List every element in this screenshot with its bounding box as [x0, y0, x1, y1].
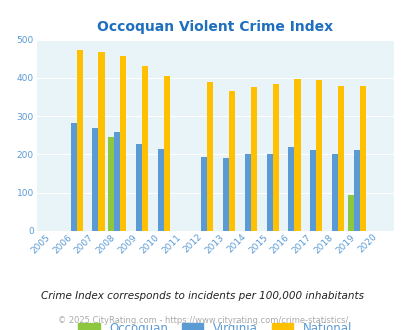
Bar: [228, 90, 234, 231]
Legend: Occoquan, Virginia, National: Occoquan, Virginia, National: [73, 317, 356, 330]
Bar: [337, 85, 343, 231]
Bar: [157, 149, 163, 231]
Bar: [347, 195, 353, 231]
Bar: [108, 137, 114, 231]
Text: Crime Index corresponds to incidents per 100,000 inhabitants: Crime Index corresponds to incidents per…: [41, 291, 364, 301]
Bar: [201, 157, 207, 231]
Bar: [120, 56, 126, 231]
Bar: [294, 79, 300, 231]
Bar: [331, 154, 337, 231]
Bar: [309, 150, 315, 231]
Bar: [244, 154, 250, 231]
Bar: [207, 82, 213, 231]
Bar: [359, 85, 365, 231]
Bar: [222, 158, 228, 231]
Bar: [315, 80, 322, 231]
Bar: [288, 147, 294, 231]
Bar: [266, 154, 272, 231]
Bar: [77, 50, 83, 231]
Bar: [250, 87, 256, 231]
Title: Occoquan Violent Crime Index: Occoquan Violent Crime Index: [97, 20, 333, 34]
Bar: [92, 128, 98, 231]
Bar: [98, 52, 104, 231]
Bar: [353, 150, 359, 231]
Bar: [70, 123, 77, 231]
Bar: [163, 76, 169, 231]
Bar: [142, 66, 148, 231]
Bar: [272, 84, 278, 231]
Bar: [136, 144, 142, 231]
Text: © 2025 CityRating.com - https://www.cityrating.com/crime-statistics/: © 2025 CityRating.com - https://www.city…: [58, 316, 347, 325]
Bar: [114, 132, 120, 231]
